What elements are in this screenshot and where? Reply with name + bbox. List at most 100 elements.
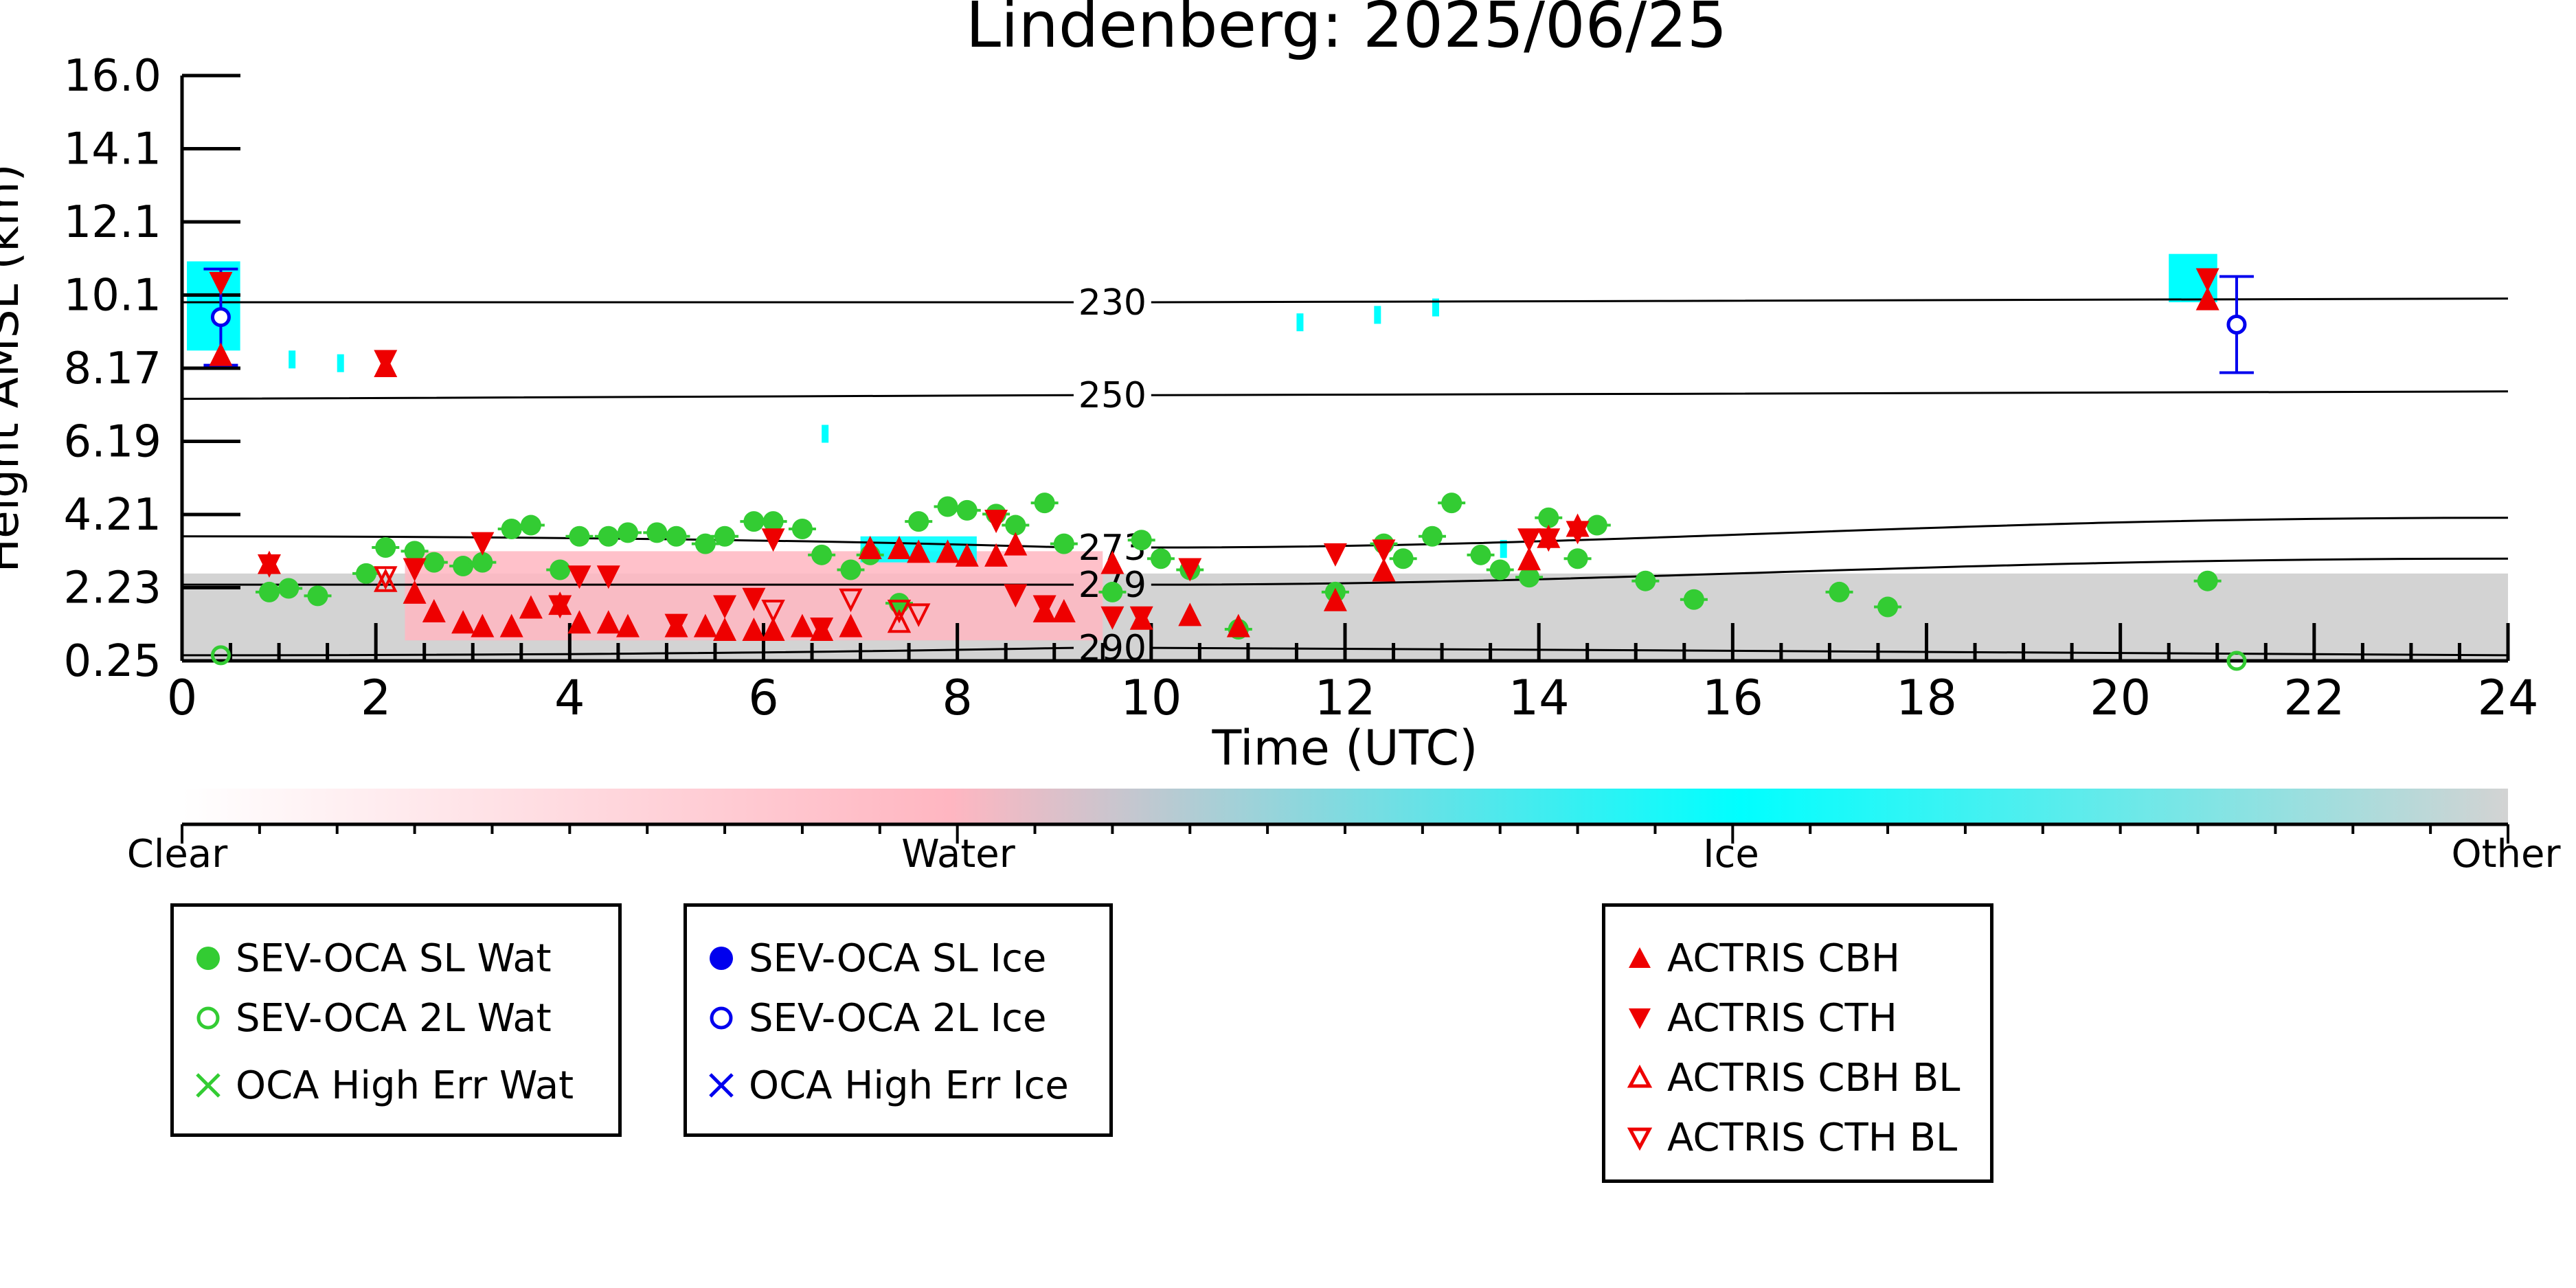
isotherm-line: [181, 517, 2509, 549]
x-tick-label: 6: [748, 670, 779, 726]
chart-title: Lindenberg: 2025/06/25: [966, 0, 1728, 62]
marker-actris-cbh-bl: [374, 568, 398, 592]
triangle-up-red-icon: [1620, 939, 1659, 978]
marker-sl-wat: [1829, 581, 1850, 602]
marker-2l-wat: [210, 645, 231, 666]
marker-actris-cth-bl: [887, 599, 912, 624]
marker-actris-cbh: [984, 543, 1008, 567]
legend-label: SEV-OCA SL Ice: [749, 936, 1047, 981]
hollow-triangle-down-red-icon: [1620, 1118, 1659, 1157]
marker-actris-cbh: [422, 598, 446, 622]
marker-actris-cth: [664, 613, 688, 637]
marker-sl-wat: [1392, 548, 1414, 569]
marker-sl-wat: [1877, 596, 1899, 618]
colorbar-label-clear: Clear: [127, 832, 228, 877]
marker-sl-wat: [840, 559, 861, 580]
isotherm-label: 290: [1078, 628, 1146, 669]
marker-actris-cth: [1537, 528, 1561, 552]
marker-actris-cth: [596, 565, 620, 589]
marker-actris-cbh: [1372, 558, 1396, 582]
marker-sl-wat: [356, 563, 377, 584]
x-tick-label: 20: [2090, 670, 2151, 726]
ice-patch: [1374, 306, 1381, 324]
marker-sl-wat: [1131, 530, 1152, 551]
marker-sl-wat: [1005, 515, 1026, 536]
x-ticks: 0 2 4 6 8 10 12 14 16 18 20 22 24: [167, 623, 2539, 726]
isotherm-label: 230: [1078, 282, 1146, 324]
marker-sl-wat: [1421, 526, 1443, 547]
marker-sl-wat: [520, 515, 541, 536]
marker-actris-cbh: [858, 536, 882, 560]
legend-actris: ACTRIS CBH ACTRIS CTH ACTRIS CBH BL ACTR…: [1602, 903, 1993, 1183]
marker-actris-cbh: [955, 543, 979, 567]
x-tick-label: 10: [1120, 670, 1182, 726]
marker-sl-wat: [694, 533, 716, 554]
y-tick-label: 10.1: [64, 271, 162, 321]
x-tick-label: 0: [167, 670, 198, 726]
marker-actris-cbh-bl: [887, 609, 912, 633]
marker-sl-wat: [811, 544, 833, 565]
y-tick-label: 2.23: [64, 563, 162, 614]
triangle-down-red-icon: [1620, 999, 1659, 1037]
marker-sl-wat: [1567, 548, 1588, 569]
isotherm-line: [182, 557, 2509, 586]
marker-actris-cth: [1100, 606, 1125, 630]
cross-green-icon: [189, 1066, 227, 1105]
marker-sl-wat: [1034, 493, 1055, 514]
filled-circle-green-icon: [189, 939, 227, 978]
isotherm-label: 250: [1078, 375, 1146, 416]
legend-item: SEV-OCA 2L Ice: [702, 991, 1046, 1046]
marker-actris-cbh: [1226, 613, 1250, 637]
marker-sl-wat: [1519, 567, 1540, 588]
ice-patch: [1296, 313, 1304, 332]
marker-actris-cbh: [936, 539, 960, 563]
marker-actris-cbh: [596, 610, 620, 634]
cross-blue-icon: [702, 1066, 741, 1105]
marker-actris-cbh: [209, 342, 233, 366]
legend-label: ACTRIS CTH: [1667, 995, 1897, 1041]
marker-actris-cbh: [1100, 550, 1125, 574]
marker-actris-cbh: [567, 610, 591, 634]
marker-actris-cth: [1032, 595, 1057, 619]
marker-actris-cth: [810, 618, 834, 642]
marker-actris-cth-bl: [374, 566, 398, 590]
marker-actris-cbh: [907, 539, 931, 563]
marker-actris-cth: [1178, 558, 1202, 582]
markers: [203, 267, 2254, 671]
marker-actris-cth: [984, 510, 1008, 534]
marker-actris-cth: [1372, 539, 1396, 563]
legend-label: SEV-OCA 2L Ice: [749, 995, 1047, 1041]
legend-label: SEV-OCA 2L Wat: [236, 995, 552, 1041]
legend-item: OCA High Err Ice: [702, 1058, 1069, 1113]
marker-sl-wat: [501, 518, 522, 539]
colorbar-gradient: [182, 789, 2508, 824]
legend-item: SEV-OCA SL Wat: [189, 931, 552, 986]
x-tick-label: 8: [942, 670, 973, 726]
marker-sl-wat: [550, 559, 571, 580]
marker-actris-cbh: [519, 595, 543, 619]
marker-sl-wat: [569, 526, 590, 547]
marker-actris-cth: [1517, 528, 1541, 552]
legend-item: ACTRIS CTH BL: [1620, 1110, 1957, 1165]
marker-sl-wat: [1683, 589, 1704, 610]
marker-actris-cbh: [1004, 532, 1028, 556]
hollow-triangle-up-red-icon: [1620, 1059, 1659, 1097]
marker-sl-wat: [2197, 570, 2218, 591]
marker-actris-cbh: [1323, 587, 1347, 611]
marker-sl-wat: [1441, 493, 1462, 514]
colorbar-ticks: [181, 824, 2509, 844]
colorbar-label-other: Other: [2451, 832, 2561, 877]
colorbar-label-water: Water: [901, 832, 1016, 877]
marker-actris-cth: [1004, 584, 1028, 608]
marker-sl-wat: [404, 541, 425, 562]
legend-label: OCA High Err Wat: [236, 1063, 574, 1108]
x-tick-label: 16: [1702, 670, 1763, 726]
marker-actris-cth: [209, 271, 233, 295]
marker-actris-cbh: [499, 613, 523, 637]
marker-sl-wat: [937, 496, 958, 517]
marker-sl-wat: [743, 511, 765, 532]
marker-sl-wat: [598, 526, 619, 547]
marker-actris-cth: [548, 595, 572, 619]
marker-sl-wat: [1470, 544, 1491, 565]
